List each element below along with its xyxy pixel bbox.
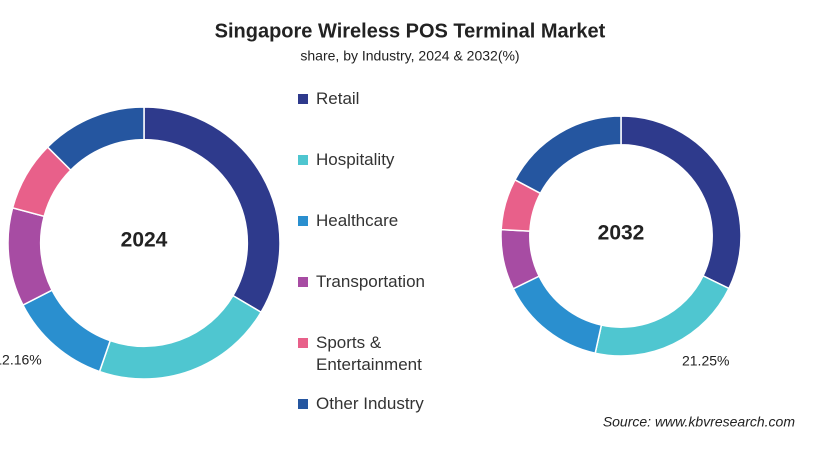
legend-item: Retail <box>298 88 458 149</box>
legend-label: Other Industry <box>316 394 424 413</box>
donut-slice <box>7 206 54 307</box>
legend-swatch <box>298 338 308 348</box>
chart-subtitle: share, by Industry, 2024 & 2032(%) <box>300 48 519 64</box>
data-label: 21.25% <box>682 353 729 369</box>
legend-label: Retail <box>316 89 360 108</box>
donut-slice <box>513 115 622 195</box>
legend-item: Transportation <box>298 271 458 332</box>
donut-slice <box>46 106 145 172</box>
donut-slice <box>512 275 603 355</box>
legend-swatch <box>298 216 308 226</box>
legend-swatch <box>298 399 308 409</box>
source: Source: www.kbvresearch.com <box>603 414 796 430</box>
legend-swatch <box>298 155 308 165</box>
legend-item: Hospitality <box>298 149 458 210</box>
legend-item: Other Industry <box>298 393 458 451</box>
donut-center-label: 2024 <box>121 229 168 252</box>
chart-title: Singapore Wireless POS Terminal Market <box>215 20 606 42</box>
legend-item: Sports & Entertainment <box>298 332 458 393</box>
legend-label: Hospitality <box>316 150 395 169</box>
data-label: 12.16% <box>0 351 42 367</box>
donut-slice <box>98 294 263 380</box>
legend-swatch <box>298 94 308 104</box>
legend-label: Transportation <box>316 272 425 291</box>
donut-center-label: 2032 <box>598 222 645 245</box>
donut-slice <box>594 274 730 357</box>
donut-slice <box>620 115 742 290</box>
legend-swatch <box>298 277 308 287</box>
legend: Retail Hospitality Healthcare Transportatio… <box>298 88 458 451</box>
donut-slice <box>143 106 281 314</box>
legend-label: Sports & Entertainment <box>316 333 422 374</box>
legend-label: Healthcare <box>316 211 399 230</box>
legend-item: Healthcare <box>298 210 458 271</box>
